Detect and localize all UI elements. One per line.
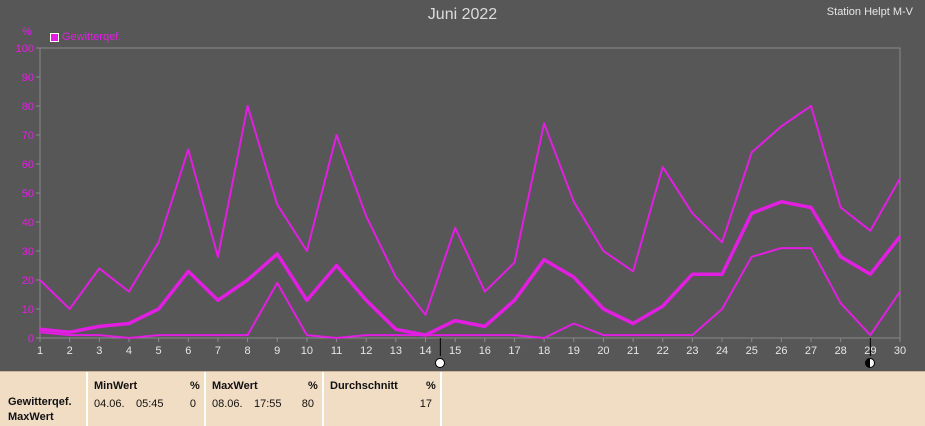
stats-col-min-time: 05:45 xyxy=(136,398,164,410)
stats-col-min-value: 0 xyxy=(189,398,196,410)
x-tick-label: 16 xyxy=(479,345,491,357)
series-line-min xyxy=(39,247,901,339)
x-tick-label: 19 xyxy=(568,345,580,357)
stats-col-max-value: 80 xyxy=(301,398,314,410)
x-tick-label: 5 xyxy=(156,345,162,357)
time-marker-half[interactable] xyxy=(865,358,876,368)
chart-title: Juni 2022 xyxy=(427,6,498,23)
x-tick-label: 24 xyxy=(716,345,728,357)
y-tick-label: 80 xyxy=(22,101,34,113)
y-tick-label: 0 xyxy=(28,333,34,345)
x-tick-label: 14 xyxy=(419,345,431,357)
stats-col-max: MaxWert % 08.06. 17:55 80 xyxy=(206,372,324,426)
stats-col-avg-value: 17 xyxy=(419,398,432,410)
time-marker-open[interactable] xyxy=(435,358,446,368)
x-tick-label: 12 xyxy=(360,345,372,357)
stats-col-min-unit: % xyxy=(190,380,200,392)
series-line-max xyxy=(39,105,901,316)
stats-row-label-2: MaxWert xyxy=(8,411,54,423)
x-tick-label: 10 xyxy=(301,345,313,357)
y-tick-label: 50 xyxy=(22,188,34,200)
stats-col-avg: Durchschnitt % 17 xyxy=(324,372,442,426)
stats-col-avg-header: Durchschnitt xyxy=(330,380,398,392)
y-unit-label: % xyxy=(22,26,32,38)
series-line-mean xyxy=(39,199,902,337)
stats-table: Gewitterqef. MaxWert MinWert % 04.06. 05… xyxy=(0,371,925,426)
stats-col-min-date: 04.06. xyxy=(94,398,125,410)
x-tick-label: 2 xyxy=(67,345,73,357)
x-tick-label: 20 xyxy=(597,345,609,357)
x-tick-label: 8 xyxy=(245,345,251,357)
stats-col-avg-unit: % xyxy=(426,380,436,392)
legend-swatch xyxy=(50,32,59,42)
x-tick-label: 13 xyxy=(390,345,402,357)
x-tick-label: 11 xyxy=(331,345,342,357)
x-tick-label: 4 xyxy=(126,345,132,357)
y-tick-label: 70 xyxy=(22,130,34,142)
y-tick-label: 20 xyxy=(22,275,34,287)
x-tick-label: 21 xyxy=(627,345,639,357)
stats-row-label-cell: Gewitterqef. MaxWert xyxy=(0,372,88,426)
x-tick-label: 17 xyxy=(508,345,520,357)
x-tick-label: 15 xyxy=(449,345,461,357)
stats-col-max-time: 17:55 xyxy=(254,398,282,410)
chart-area: Juni 2022 Station Helpt M-V % Gewitterqe… xyxy=(15,6,913,368)
stats-row-label-1: Gewitterqef. xyxy=(8,396,72,408)
x-tick-label: 22 xyxy=(657,345,669,357)
x-tick-label: 28 xyxy=(835,345,847,357)
legend-label: Gewitterqef. xyxy=(62,31,122,43)
station-label: Station Helpt M-V xyxy=(826,6,913,18)
stats-col-max-unit: % xyxy=(308,380,318,392)
stats-col-min: MinWert % 04.06. 05:45 0 xyxy=(88,372,206,426)
x-tick-label: 7 xyxy=(215,345,221,357)
stats-col-max-header: MaxWert xyxy=(212,380,258,392)
x-tick-label: 30 xyxy=(894,345,906,357)
y-tick-label: 90 xyxy=(22,72,34,84)
x-tick-label: 23 xyxy=(686,345,698,357)
x-tick-label: 25 xyxy=(746,345,758,357)
x-tick-label: 9 xyxy=(274,345,280,357)
stats-col-min-header: MinWert xyxy=(94,380,138,392)
y-tick-label: 40 xyxy=(22,217,34,229)
x-tick-label: 18 xyxy=(538,345,550,357)
x-tick-label: 1 xyxy=(37,345,43,357)
y-tick-label: 30 xyxy=(22,246,34,258)
x-tick-label: 6 xyxy=(185,345,191,357)
y-tick-label: 100 xyxy=(16,43,34,55)
legend: Gewitterqef. xyxy=(50,31,121,43)
y-tick-label: 60 xyxy=(22,159,34,171)
y-tick-label: 10 xyxy=(22,304,34,316)
x-tick-label: 27 xyxy=(805,345,817,357)
stats-col-max-date: 08.06. xyxy=(212,398,243,410)
x-tick-label: 3 xyxy=(96,345,102,357)
x-tick-label: 26 xyxy=(775,345,787,357)
